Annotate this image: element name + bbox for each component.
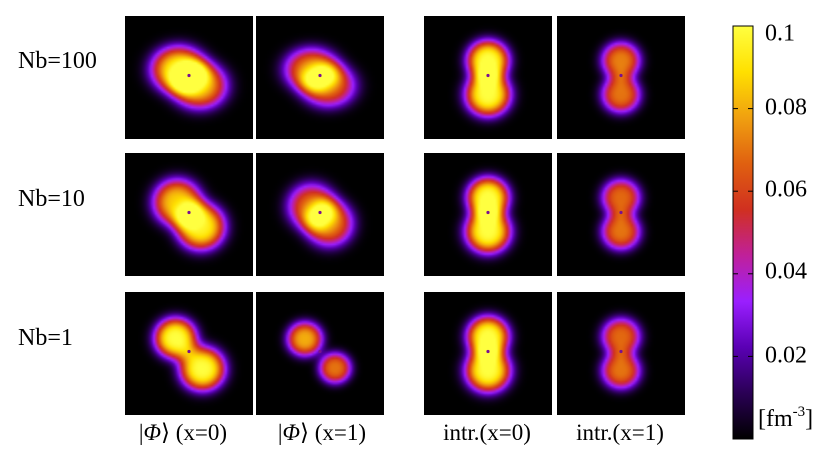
- colorbar-tick-0-04: 0.04: [765, 258, 807, 285]
- center-marker-r2-c0: [187, 349, 191, 354]
- heatmap-panel-r1-c3: [557, 153, 685, 276]
- heatmap-panel-r1-c2: [424, 153, 552, 276]
- row-label-nb100: Nb=100: [18, 48, 97, 74]
- unit-exponent: -3: [792, 404, 806, 420]
- column-label-prefix: |: [138, 420, 144, 445]
- column-label-intr-x1: intr.(x=1): [576, 420, 664, 446]
- colorbar-tick-0-08: 0.08: [765, 94, 807, 121]
- column-label-phi-x0: |Φ⟩ (x=0): [139, 420, 227, 446]
- column-label-suffix: ⟩ (x=1): [300, 420, 367, 445]
- heatmap-panel-r1-c0: [125, 153, 253, 276]
- colorbar: [732, 25, 754, 440]
- center-marker-r1-c1: [318, 210, 322, 215]
- heatmap-panel-r2-c1: [256, 292, 384, 415]
- column-label-text: intr.(x=0): [443, 420, 531, 445]
- row-label-nb1: Nb=1: [18, 325, 73, 351]
- column-label-prefix: |: [277, 420, 283, 445]
- center-marker-r2-c1: [318, 349, 322, 354]
- phi-symbol: Φ: [143, 420, 162, 445]
- phi-symbol: Φ: [282, 420, 301, 445]
- heatmap-panel-r0-c1: [256, 16, 384, 139]
- heatmap-panel-r0-c2: [424, 16, 552, 139]
- unit-base: [fm: [758, 406, 793, 432]
- heatmap-panel-r2-c2: [424, 292, 552, 415]
- center-marker-r0-c0: [187, 73, 191, 78]
- center-marker-r1-c3: [619, 210, 623, 215]
- column-label-text: intr.(x=1): [576, 420, 664, 445]
- center-marker-r2-c2: [486, 349, 490, 354]
- center-marker-r0-c1: [318, 73, 322, 78]
- center-marker-r0-c2: [486, 73, 490, 78]
- heatmap-panel-r2-c0: [125, 292, 253, 415]
- column-label-suffix: ⟩ (x=0): [161, 420, 228, 445]
- colorbar-tick-0-1: 0.1: [765, 20, 795, 47]
- heatmap-panel-r1-c1: [256, 153, 384, 276]
- heatmap-panel-r0-c0: [125, 16, 253, 139]
- column-label-phi-x1: |Φ⟩ (x=1): [278, 420, 366, 446]
- column-label-intr-x0: intr.(x=0): [443, 420, 531, 446]
- center-marker-r2-c3: [619, 349, 623, 354]
- unit-close: ]: [805, 406, 814, 432]
- center-marker-r1-c0: [187, 210, 191, 215]
- colorbar-unit-label: [fm-3]: [758, 404, 813, 433]
- center-marker-r1-c2: [486, 210, 490, 215]
- center-marker-r0-c3: [619, 73, 623, 78]
- heatmap-panel-r2-c3: [557, 292, 685, 415]
- heatmap-panel-r0-c3: [557, 16, 685, 139]
- row-label-nb10: Nb=10: [18, 186, 85, 212]
- colorbar-tick-0-06: 0.06: [765, 176, 807, 203]
- colorbar-tick-0-02: 0.02: [765, 342, 807, 369]
